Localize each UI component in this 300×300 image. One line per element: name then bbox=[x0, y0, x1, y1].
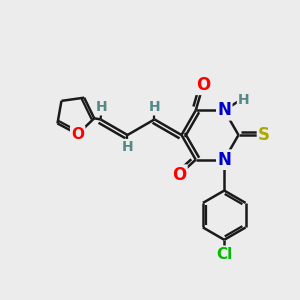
Text: O: O bbox=[172, 166, 186, 184]
Text: H: H bbox=[96, 100, 108, 114]
Text: Cl: Cl bbox=[216, 247, 232, 262]
Text: O: O bbox=[196, 76, 210, 94]
Text: N: N bbox=[217, 151, 231, 169]
Text: H: H bbox=[122, 140, 133, 154]
Text: N: N bbox=[217, 101, 231, 119]
Text: H: H bbox=[238, 93, 250, 107]
Text: O: O bbox=[71, 127, 84, 142]
Text: H: H bbox=[149, 100, 160, 114]
Text: S: S bbox=[258, 126, 270, 144]
